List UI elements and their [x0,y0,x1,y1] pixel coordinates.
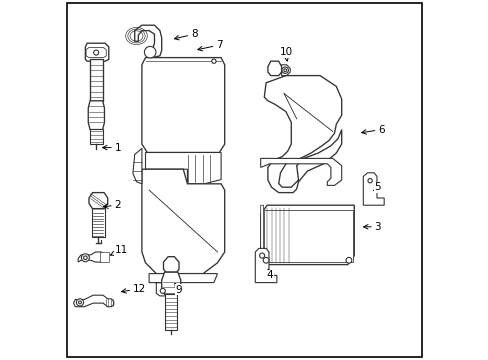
Text: 9: 9 [175,284,182,295]
Polygon shape [86,48,106,58]
Ellipse shape [160,288,165,293]
Ellipse shape [94,50,99,55]
Polygon shape [142,58,224,153]
Polygon shape [163,257,179,272]
Polygon shape [260,158,341,185]
Ellipse shape [367,179,371,183]
Text: 1: 1 [102,143,121,153]
Ellipse shape [346,257,351,263]
FancyBboxPatch shape [90,59,102,101]
Polygon shape [162,272,181,294]
Polygon shape [142,169,224,274]
Polygon shape [88,101,104,130]
Ellipse shape [263,257,268,263]
Text: 6: 6 [361,125,384,135]
Ellipse shape [211,59,216,63]
Polygon shape [149,274,217,296]
Polygon shape [145,153,221,184]
Text: 12: 12 [122,284,146,294]
Polygon shape [133,148,142,184]
FancyBboxPatch shape [263,210,352,262]
Text: 5: 5 [373,182,380,192]
Text: 3: 3 [363,222,380,232]
FancyBboxPatch shape [90,129,102,144]
Polygon shape [100,252,108,262]
Text: 2: 2 [103,200,121,210]
Ellipse shape [283,69,286,72]
Polygon shape [78,252,104,262]
Polygon shape [260,205,354,265]
Ellipse shape [259,253,264,258]
Ellipse shape [79,301,81,304]
Polygon shape [260,205,266,265]
Polygon shape [363,173,384,205]
Ellipse shape [282,67,288,73]
Text: 11: 11 [110,245,128,255]
Ellipse shape [76,299,83,306]
Polygon shape [281,65,289,76]
Polygon shape [85,43,108,61]
Ellipse shape [81,254,89,262]
Polygon shape [255,248,276,283]
Text: 4: 4 [266,269,272,280]
Polygon shape [267,61,281,76]
Text: 10: 10 [279,47,292,61]
FancyBboxPatch shape [165,294,177,330]
Text: 7: 7 [198,40,222,51]
Polygon shape [73,295,114,307]
Text: 8: 8 [174,29,197,40]
Polygon shape [264,76,341,193]
Ellipse shape [83,256,87,260]
Ellipse shape [144,46,156,58]
Polygon shape [89,193,107,209]
Polygon shape [134,25,162,58]
